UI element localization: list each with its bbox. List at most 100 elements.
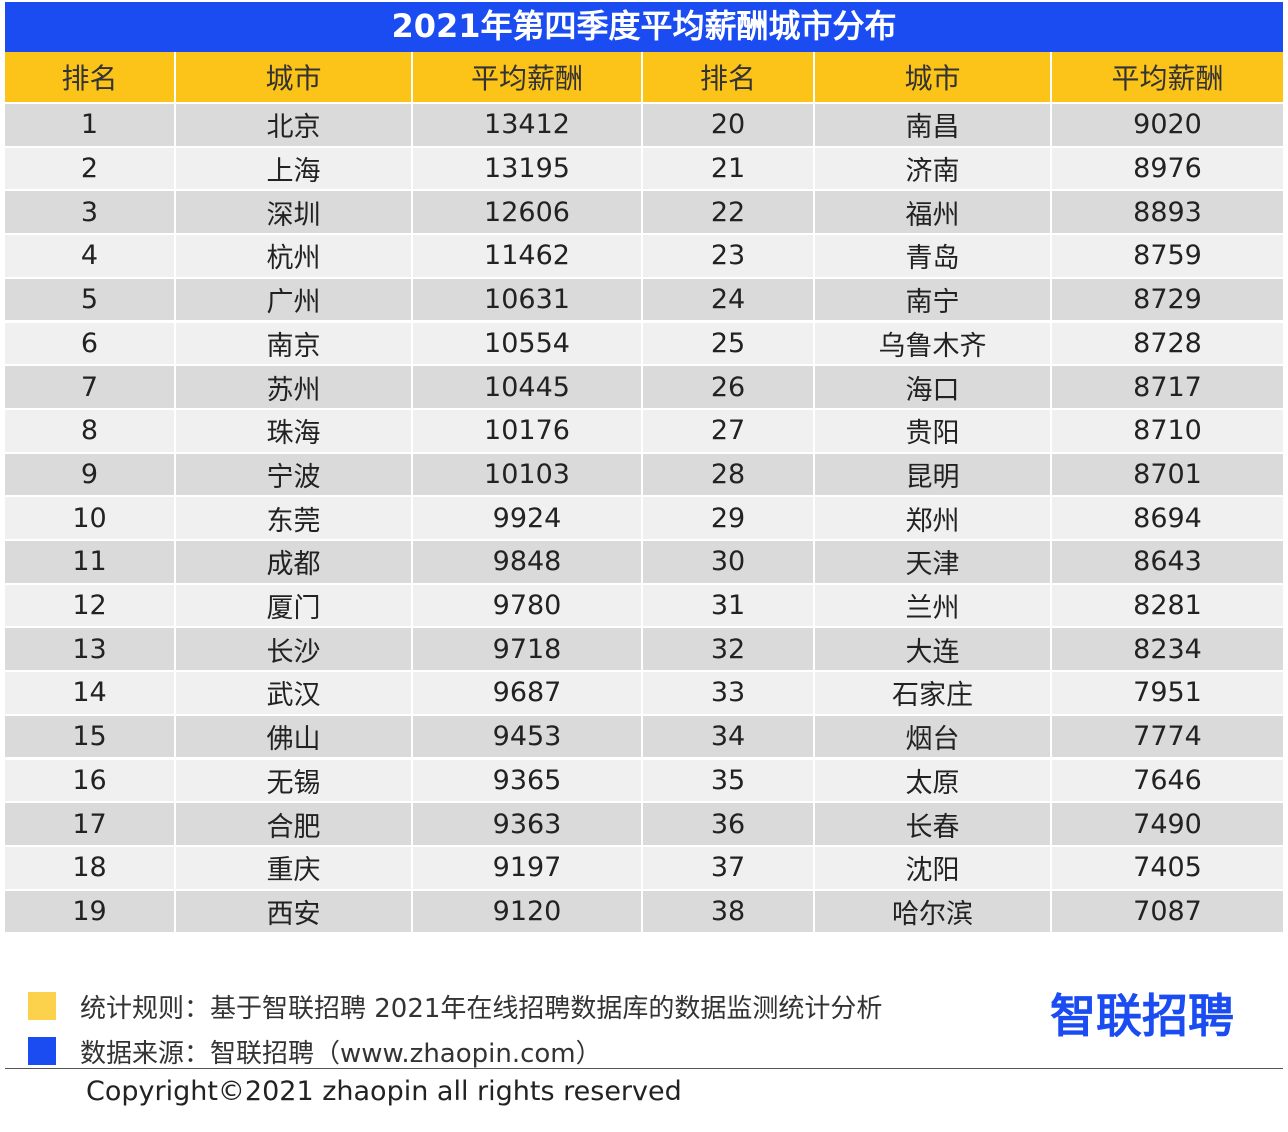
- table-cell: 9020: [1052, 104, 1285, 148]
- table-cell: 烟台: [815, 715, 1052, 760]
- table-cell: 海口: [815, 366, 1052, 410]
- table-cell: 8976: [1052, 147, 1285, 192]
- table-cell: 7405: [1052, 846, 1285, 891]
- table-cell: 9848: [413, 541, 643, 585]
- table-cell: 天津: [815, 541, 1052, 585]
- table-cell: 东莞: [176, 497, 413, 541]
- table-cell: 8: [5, 409, 176, 454]
- table-cell: 北京: [176, 104, 413, 148]
- table-cell: 4: [5, 235, 176, 279]
- table-cell: 8710: [1052, 409, 1285, 454]
- table-cell: 27: [643, 409, 815, 454]
- table-cell: 9924: [413, 497, 643, 541]
- table-cell: 34: [643, 715, 815, 760]
- table-cell: 1: [5, 104, 176, 148]
- table-cell: 太原: [815, 759, 1052, 804]
- table-cell: 8759: [1052, 235, 1285, 279]
- table-cell: 9363: [413, 803, 643, 847]
- table-cell: 珠海: [176, 409, 413, 454]
- table-cell: 无锡: [176, 759, 413, 804]
- yellow-marker: [28, 992, 56, 1020]
- table-cell: 19: [5, 890, 176, 935]
- table-cell: 8728: [1052, 322, 1285, 367]
- table-cell: 21: [643, 147, 815, 192]
- table-cell: 25: [643, 322, 815, 367]
- table-cell: 9365: [413, 759, 643, 804]
- table-cell: 佛山: [176, 715, 413, 760]
- table-cell: 13: [5, 628, 176, 673]
- table-cell: 哈尔滨: [815, 890, 1052, 935]
- table-cell: 9687: [413, 672, 643, 716]
- table-cell: 9: [5, 453, 176, 498]
- table-cell: 36: [643, 803, 815, 847]
- table-cell: 杭州: [176, 235, 413, 279]
- table-cell: 平均薪酬: [413, 52, 643, 104]
- table-cell: 长沙: [176, 628, 413, 673]
- table-cell: 8701: [1052, 453, 1285, 498]
- table-cell: 7490: [1052, 803, 1285, 847]
- table-cell: 济南: [815, 147, 1052, 192]
- table-cell: 南宁: [815, 278, 1052, 323]
- table-cell: 28: [643, 453, 815, 498]
- table-cell: 南昌: [815, 104, 1052, 148]
- divider: [5, 1068, 1283, 1069]
- table-cell: 3: [5, 191, 176, 236]
- table-cell: 西安: [176, 890, 413, 935]
- table-cell: 38: [643, 890, 815, 935]
- table-cell: 7087: [1052, 890, 1285, 935]
- table-cell: 10631: [413, 278, 643, 323]
- table-cell: 昆明: [815, 453, 1052, 498]
- table-cell: 17: [5, 803, 176, 847]
- table-cell: 7951: [1052, 672, 1285, 716]
- table-cell: 18: [5, 846, 176, 891]
- table-cell: 武汉: [176, 672, 413, 716]
- table-cell: 37: [643, 846, 815, 891]
- table-cell: 宁波: [176, 453, 413, 498]
- table-cell: 8694: [1052, 497, 1285, 541]
- table-cell: 11462: [413, 235, 643, 279]
- table-cell: 14: [5, 672, 176, 716]
- table-cell: 12606: [413, 191, 643, 236]
- table-cell: 26: [643, 366, 815, 410]
- table-cell: 沈阳: [815, 846, 1052, 891]
- table-cell: 9718: [413, 628, 643, 673]
- table-cell: 长春: [815, 803, 1052, 847]
- table-cell: 10: [5, 497, 176, 541]
- table-cell: 8643: [1052, 541, 1285, 585]
- table-cell: 29: [643, 497, 815, 541]
- table-cell: 厦门: [176, 584, 413, 629]
- title: 2021年第四季度平均薪酬城市分布: [5, 2, 1283, 52]
- table-cell: 合肥: [176, 803, 413, 847]
- table-cell: 7774: [1052, 715, 1285, 760]
- table-cell: 9197: [413, 846, 643, 891]
- table-cell: 乌鲁木齐: [815, 322, 1052, 367]
- table-cell: 贵阳: [815, 409, 1052, 454]
- table-cell: 30: [643, 541, 815, 585]
- table-cell: 大连: [815, 628, 1052, 673]
- table-cell: 35: [643, 759, 815, 804]
- table-cell: 15: [5, 715, 176, 760]
- table-cell: 6: [5, 322, 176, 367]
- table-cell: 8729: [1052, 278, 1285, 323]
- table-cell: 平均薪酬: [1052, 52, 1285, 104]
- table-cell: 8717: [1052, 366, 1285, 410]
- table-cell: 8234: [1052, 628, 1285, 673]
- table-cell: 8281: [1052, 584, 1285, 629]
- table-cell: 32: [643, 628, 815, 673]
- table-cell: 排名: [5, 52, 176, 104]
- table-cell: 南京: [176, 322, 413, 367]
- table-cell: 苏州: [176, 366, 413, 410]
- table-cell: 20: [643, 104, 815, 148]
- table-cell: 8893: [1052, 191, 1285, 236]
- table-cell: 成都: [176, 541, 413, 585]
- table-cell: 上海: [176, 147, 413, 192]
- table-cell: 深圳: [176, 191, 413, 236]
- table-cell: 10554: [413, 322, 643, 367]
- table-cell: 23: [643, 235, 815, 279]
- table-cell: 10445: [413, 366, 643, 410]
- table-cell: 31: [643, 584, 815, 629]
- blue-marker: [28, 1037, 56, 1065]
- table-cell: 9453: [413, 715, 643, 760]
- table-cell: 22: [643, 191, 815, 236]
- table-cell: 11: [5, 541, 176, 585]
